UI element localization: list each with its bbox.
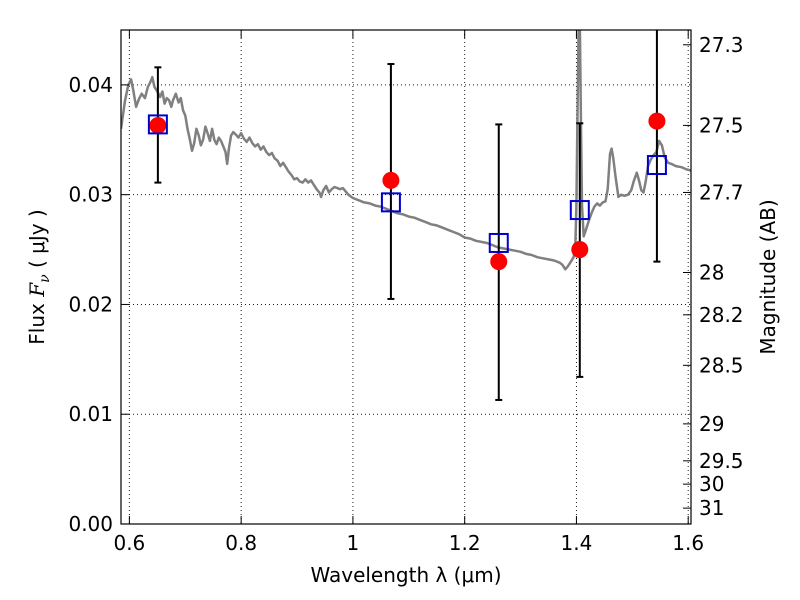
- observed-flux-point: [648, 112, 666, 130]
- model-flux-square: [380, 192, 401, 213]
- y-axis-label-subscript: ν: [37, 274, 53, 283]
- observed-flux-point: [571, 241, 589, 259]
- y-tick-label: 0.04: [68, 73, 113, 97]
- x-tick-label: 0.8: [225, 531, 257, 555]
- y-tick-label: 0.00: [68, 512, 113, 536]
- tick-labels: 0.6 0.8 1 1.2 1.4 1.6 0.00 0.01 0.02 0.03 0.04 27.3…: [68, 33, 743, 555]
- y-axis-label-symbol: F: [25, 282, 49, 298]
- x-tick-label: 1.4: [561, 531, 593, 555]
- plot-frame: [120, 29, 692, 525]
- axis-ticks: [121, 30, 691, 525]
- data-markers: [147, 112, 667, 271]
- plot-area: [121, 30, 691, 271]
- y2-tick-label: 28.5: [699, 353, 744, 377]
- y2-tick-label: 30: [699, 472, 724, 496]
- observed-flux-point: [382, 171, 400, 189]
- y2-tick-label: 27.7: [699, 180, 744, 204]
- y2-tick-label: 27.5: [699, 113, 744, 137]
- y2-tick-label: 31: [699, 496, 724, 520]
- y2-tick-label: 29: [699, 412, 724, 436]
- y-tick-label: 0.01: [68, 402, 113, 426]
- model-flux-square: [646, 155, 667, 176]
- y2-tick-label: 28: [699, 260, 724, 284]
- y2-tick-label: 27.3: [699, 33, 744, 57]
- y2-axis-label: Magnitude (AB): [756, 199, 780, 354]
- y2-tick-label: 29.5: [699, 449, 744, 473]
- model-flux-square: [147, 114, 168, 135]
- model-spectrum-line: [121, 30, 691, 271]
- y-tick-label: 0.02: [68, 292, 113, 316]
- model-flux-square: [569, 200, 590, 221]
- y-axis-label: Flux Fν ( μJy ): [25, 209, 53, 344]
- x-tick-label: 1: [347, 531, 360, 555]
- y-tick-label: 0.03: [68, 183, 113, 207]
- y-axis-label-unit: ( μJy ): [25, 209, 49, 274]
- x-tick-label: 1.6: [672, 531, 704, 555]
- x-tick-label: 0.6: [113, 531, 145, 555]
- grid-lines: [121, 30, 691, 524]
- observed-flux-point: [149, 117, 167, 135]
- observed-flux-point: [490, 253, 508, 271]
- x-axis-label: Wavelength λ (μm): [310, 563, 501, 587]
- x-tick-label: 1.2: [449, 531, 481, 555]
- y-axis-label-prefix: Flux: [25, 297, 49, 345]
- y2-tick-label: 28.2: [699, 303, 744, 327]
- model-flux-square: [488, 232, 509, 253]
